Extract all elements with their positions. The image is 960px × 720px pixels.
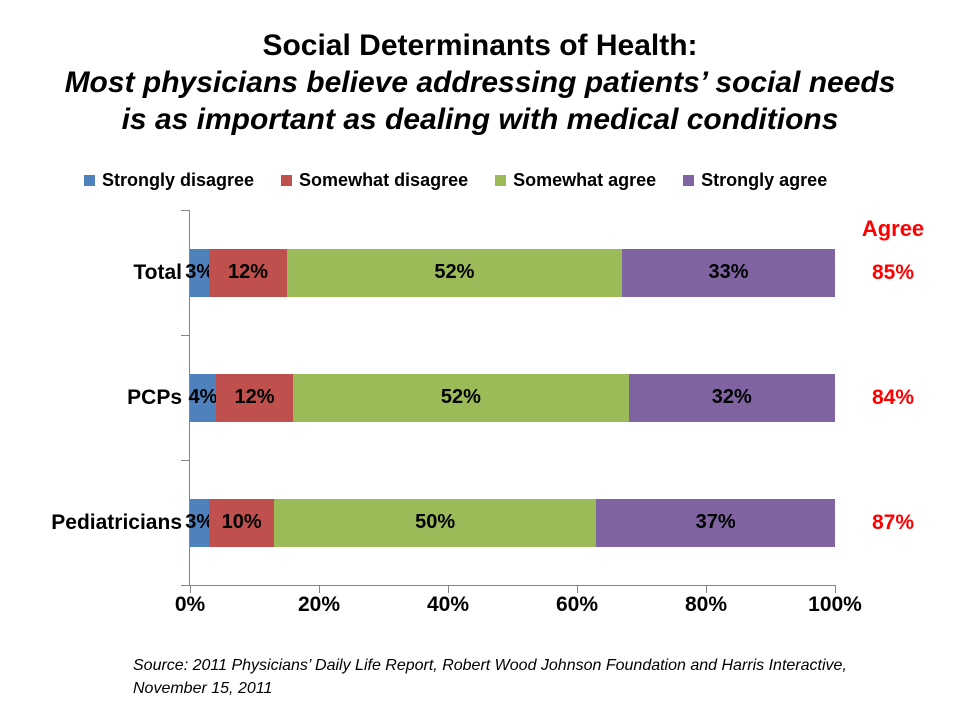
title-line-3: is as important as dealing with medical … xyxy=(121,103,839,136)
x-axis-label: 100% xyxy=(808,593,862,616)
y-axis-tick xyxy=(181,335,189,336)
source-line-1: Source: 2011 Physicians’ Daily Life Repo… xyxy=(133,657,847,674)
title-line-1: Social Determinants of Health: xyxy=(262,29,698,62)
bar-value-label: 4% xyxy=(188,386,218,408)
x-axis-tick xyxy=(448,585,449,593)
bar-value-label: 3% xyxy=(185,261,215,283)
bar-value-label: 33% xyxy=(708,261,749,283)
bar-value-label: 3% xyxy=(185,511,215,533)
chart-title: Social Determinants of Health: Most phys… xyxy=(0,27,960,138)
y-axis-line xyxy=(189,210,190,586)
x-axis-label: 80% xyxy=(684,593,728,616)
x-axis-tick xyxy=(190,585,191,593)
legend-label: Somewhat agree xyxy=(513,170,657,190)
agree-value: 85% xyxy=(871,260,915,284)
legend-swatch-strongly-agree xyxy=(683,175,695,186)
bar-value-label: 37% xyxy=(695,511,736,533)
x-axis-line xyxy=(190,585,835,586)
bar-segment-strongly-disagree xyxy=(190,498,210,547)
bar-value-label: 52% xyxy=(434,261,475,283)
x-axis-tick xyxy=(319,585,320,593)
source-line-2: November 15, 2011 xyxy=(133,680,273,697)
x-axis-label: 40% xyxy=(426,593,470,616)
bar-segment-somewhat-disagree xyxy=(215,373,294,422)
bar-segment-somewhat-agree xyxy=(273,498,597,547)
bar-segment-strongly-agree xyxy=(628,373,835,422)
x-axis-tick xyxy=(577,585,578,593)
bar-segment-somewhat-agree xyxy=(286,248,623,297)
legend-swatch-somewhat-disagree xyxy=(281,175,293,186)
x-axis-tick xyxy=(835,585,836,593)
legend-item-somewhat-disagree: Somewhat disagree xyxy=(281,170,468,191)
bar-value-label: 32% xyxy=(711,386,752,408)
category-label-pediatricians: Pediatricians xyxy=(51,510,182,534)
agree-value: 87% xyxy=(871,510,915,534)
bar-value-label: 12% xyxy=(234,386,275,408)
y-axis-tick xyxy=(181,460,189,461)
category-label-pcps: PCPs xyxy=(127,385,182,409)
bar-segment-somewhat-disagree xyxy=(209,498,274,547)
bar-value-label: 12% xyxy=(228,261,269,283)
bar-segment-strongly-agree xyxy=(596,498,835,547)
source-note: Source: 2011 Physicians’ Daily Life Repo… xyxy=(133,654,847,700)
bar-segment-strongly-agree xyxy=(622,248,835,297)
legend-item-strongly-disagree: Strongly disagree xyxy=(84,170,254,191)
bar-value-label: 10% xyxy=(221,511,262,533)
agree-value: 84% xyxy=(871,385,915,409)
legend-swatch-somewhat-agree xyxy=(495,175,507,186)
y-axis-tick xyxy=(181,585,189,586)
x-axis-label: 20% xyxy=(297,593,341,616)
legend-label: Strongly agree xyxy=(701,170,828,190)
category-label-total: Total xyxy=(133,260,182,284)
bar-segment-strongly-disagree xyxy=(190,248,210,297)
agree-column-header: Agree xyxy=(861,216,925,241)
bar-segment-somewhat-agree xyxy=(293,373,629,422)
bar-segment-somewhat-disagree xyxy=(209,248,287,297)
x-axis-label: 0% xyxy=(174,593,206,616)
legend-item-somewhat-agree: Somewhat agree xyxy=(495,170,656,191)
x-axis-tick xyxy=(706,585,707,593)
y-axis-tick xyxy=(181,210,189,211)
legend-item-strongly-agree: Strongly agree xyxy=(683,170,827,191)
legend-label: Somewhat disagree xyxy=(299,170,469,190)
legend-label: Strongly disagree xyxy=(102,170,255,190)
x-axis-label: 60% xyxy=(555,593,599,616)
bar-segment-strongly-disagree xyxy=(190,373,216,422)
legend-swatch-strongly-disagree xyxy=(84,175,95,186)
bar-value-label: 52% xyxy=(440,386,481,408)
title-line-2: Most physicians believe addressing patie… xyxy=(64,66,896,99)
legend: Strongly disagree Somewhat disagree Somewh… xyxy=(84,170,827,191)
bar-value-label: 50% xyxy=(415,511,456,533)
